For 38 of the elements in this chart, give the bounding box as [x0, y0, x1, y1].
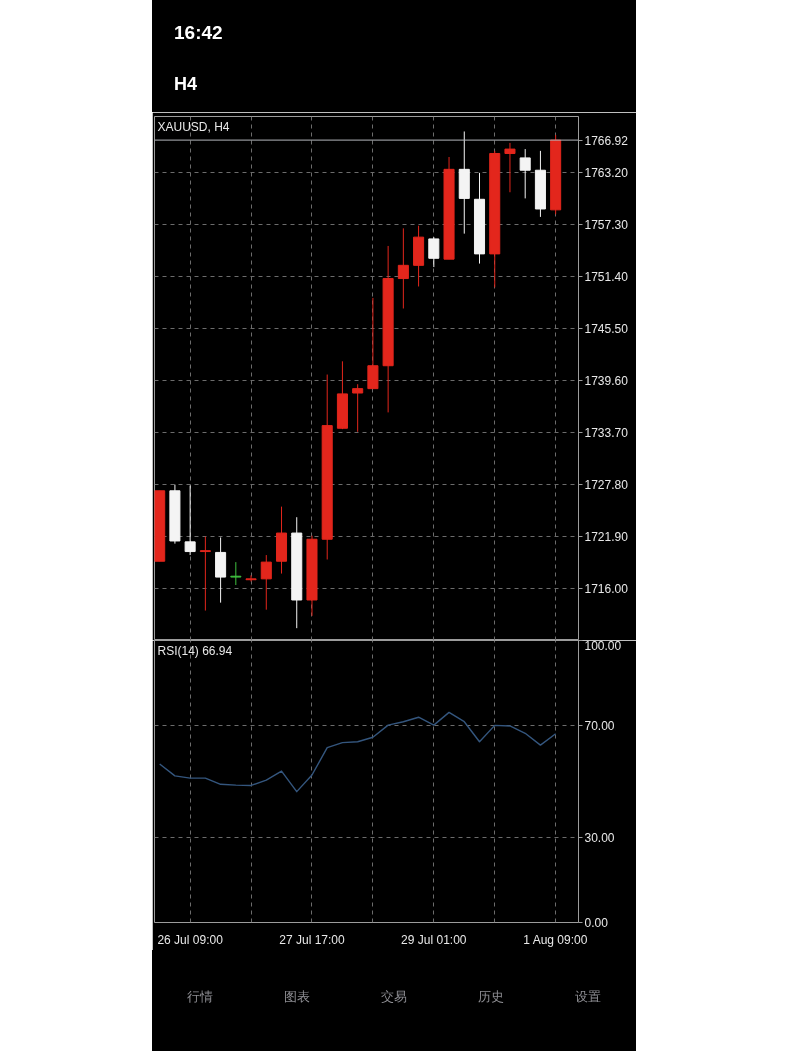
text: H4 — [174, 73, 198, 96]
x-tick-label: 1 Aug 09:00 — [523, 932, 588, 947]
y-tick-label: 1733.70 — [584, 426, 629, 441]
x-tick-label: 27 Jul 17:00 — [279, 932, 345, 947]
candlestick — [428, 236, 440, 268]
candlestick — [260, 554, 272, 611]
chart-title: RSI(14) 66.94 — [157, 643, 233, 658]
text: 设置 — [574, 988, 601, 1006]
y-tick-label: 100.00 — [584, 638, 622, 653]
y-tick-label: 1716.00 — [584, 582, 629, 597]
candlestick — [230, 561, 242, 586]
ref-line-label: 1766.92 — [584, 133, 629, 148]
candlestick — [397, 227, 409, 309]
text: 行情 — [187, 988, 214, 1006]
x-tick-label: 26 Jul 09:00 — [157, 932, 224, 947]
candlestick — [352, 383, 364, 433]
y-tick-label: 1727.80 — [584, 478, 629, 493]
text: 历史 — [477, 988, 504, 1006]
candlestick — [245, 574, 257, 582]
candlestick — [519, 148, 531, 199]
y-tick-label: 1757.30 — [584, 218, 629, 233]
candlestick — [184, 485, 196, 556]
y-tick-label: 30.00 — [584, 831, 615, 846]
x-tick-label: 29 Jul 01:00 — [401, 932, 467, 947]
candlestick — [199, 536, 211, 612]
y-tick-label: 1739.60 — [584, 374, 629, 389]
y-tick-label: 70.00 — [584, 718, 615, 733]
candlestick — [504, 142, 516, 193]
candlestick — [367, 297, 379, 390]
y-tick-label: 1751.40 — [584, 270, 629, 285]
y-tick-label: 1745.50 — [584, 322, 629, 337]
text: 交易 — [381, 988, 407, 1006]
text: 图表 — [284, 988, 311, 1006]
chart-title: XAUUSD, H4 — [157, 119, 230, 134]
y-tick-label: 1763.20 — [584, 166, 629, 181]
text: 16:42 — [174, 21, 223, 45]
y-tick-label: 0.00 — [584, 916, 609, 930]
y-tick-label: 1721.90 — [584, 530, 629, 545]
